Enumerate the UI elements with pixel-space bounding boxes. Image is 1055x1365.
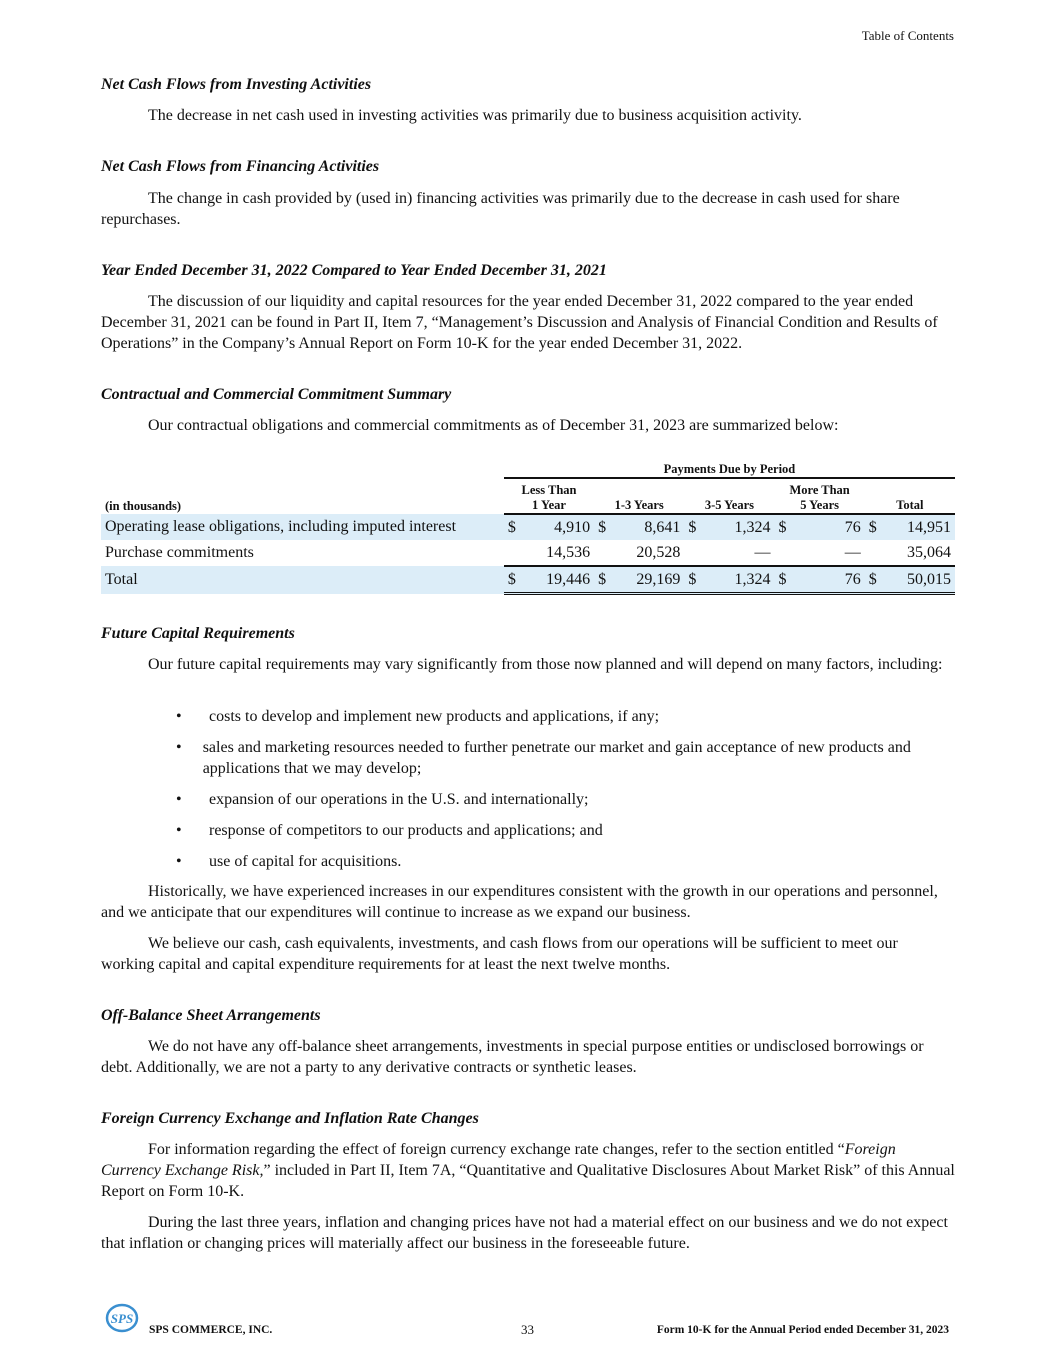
commitments-table: Payments Due by Period (in thousands) Le… [101,452,955,595]
paragraph: The change in cash provided by (used in)… [101,190,900,228]
bullet-text: response of competitors to our products … [209,822,603,839]
bullet-icon: • [176,822,182,839]
cell-value: — [792,540,865,567]
column-header-line: Total [896,498,924,512]
bullet-text: sales and marketing resources needed to … [202,739,911,777]
column-header: Total [864,478,955,515]
paragraph: During the last three years, inflation a… [101,1214,948,1252]
table-row: Purchase commitments 14,536 20,528 — — 35,064 [101,540,955,567]
svg-text:SPS: SPS [111,1311,133,1326]
cell-value: 4,910 [554,518,591,536]
bullet-icon: • [176,708,182,725]
currency-symbol: $ [507,518,516,536]
column-header-line: More Than [789,483,850,497]
cell-value: 8,641 [644,518,681,536]
section-heading: Net Cash Flows from Investing Activities [101,76,372,93]
cell-value: 19,446 [522,566,595,595]
paragraph: Our future capital requirements may vary… [148,656,943,673]
bullet-item: • expansion of our operations in the U.S.… [176,789,956,810]
paragraph: Historically, we have experienced increa… [101,883,938,921]
text: ” included in Part II, Item 7A, “Quantit… [101,1162,955,1200]
currency-symbol [594,540,613,567]
bullet-text: costs to develop and implement new produ… [209,708,660,725]
paragraph: Our contractual obligations and commerci… [148,417,839,434]
sps-logo: SPS [104,1302,140,1339]
section-heading: Year Ended December 31, 2022 Compared to… [101,262,607,279]
column-header: 3-5 Years [684,478,775,515]
section-heading: Off-Balance Sheet Arrangements [101,1007,321,1024]
bullet-item: • costs to develop and implement new prod… [176,706,956,727]
bullet-item: • use of capital for acquisitions. [176,851,956,872]
cell-value: 35,064 [883,540,955,567]
bullet-icon: • [176,853,182,870]
cell-value: 14,536 [522,540,595,567]
bullet-text: expansion of our operations in the U.S. … [209,791,589,808]
cell-value: 20,528 [612,540,685,567]
table-row: Operating lease obligations, including i… [101,514,955,540]
section-heading: Foreign Currency Exchange and Inflation … [101,1110,479,1127]
unit-label: (in thousands) [105,499,182,513]
currency-symbol: $ [684,566,703,595]
footer-form: Form 10-K for the Annual Period ended De… [656,1324,949,1336]
table-of-contents-link[interactable]: Table of Contents [861,28,954,43]
cell-value: 1,324 [702,566,775,595]
currency-symbol [774,540,793,567]
bullet-text: use of capital for acquisitions. [209,853,402,870]
group-header: Payments Due by Period [503,452,955,479]
column-header-line: 1 Year [532,498,566,512]
currency-symbol: $ [598,518,607,536]
footer-company: SPS COMMERCE, INC. [149,1324,273,1336]
currency-symbol: $ [868,518,877,536]
bullet-item: • sales and marketing resources needed to… [176,737,956,779]
column-header-line: 5 Years [800,498,839,512]
column-header-line: 1-3 Years [614,498,664,512]
section-heading: Net Cash Flows from Financing Activities [101,158,380,175]
paragraph: The discussion of our liquidity and capi… [101,293,938,352]
paragraph: The decrease in net cash used in investi… [148,107,802,124]
cell-value: 76 [844,518,861,536]
paragraph: We do not have any off-balance sheet arr… [101,1038,924,1076]
bullet-item: • response of competitors to our products… [176,820,956,841]
currency-symbol [864,540,884,567]
currency-symbol: $ [774,566,793,595]
bullet-list: • costs to develop and implement new prod… [176,706,956,882]
currency-symbol: $ [594,566,613,595]
bullet-icon: • [176,739,182,756]
paragraph: We believe our cash, cash equivalents, i… [101,935,898,973]
cell-value: — [702,540,775,567]
cell-value: 1,324 [734,518,771,536]
currency-symbol: $ [778,518,787,536]
column-header: 1-3 Years [594,478,685,515]
row-label: Purchase commitments [105,544,254,561]
currency-symbol: $ [503,566,523,595]
currency-symbol: $ [688,518,697,536]
column-header: More Than 5 Years [774,478,865,515]
row-label: Total [105,570,138,588]
currency-symbol: $ [864,566,884,595]
page-number: 33 [521,1322,534,1337]
column-header: Less Than 1 Year [503,478,595,515]
table-row: Total $19,446 $29,169 $1,324 $76 $50,015 [101,566,955,595]
italic-reference: Foreign Currency Exchange Risk, [101,1141,896,1179]
currency-symbol [503,540,523,567]
text: For information regarding the effect of … [148,1141,845,1158]
paragraph: For information regarding the effect of … [101,1139,955,1202]
column-header-line: 3-5 Years [704,498,754,512]
section-heading: Future Capital Requirements [101,625,295,642]
currency-symbol [684,540,703,567]
section-heading: Contractual and Commercial Commitment Su… [101,386,452,403]
row-label: Operating lease obligations, including i… [105,518,457,535]
cell-value: 29,169 [612,566,685,595]
column-header-line: Less Than [521,483,577,497]
cell-value: 76 [792,566,865,595]
cell-value: 14,951 [907,518,951,536]
bullet-icon: • [176,791,182,808]
cell-value: 50,015 [883,566,955,595]
